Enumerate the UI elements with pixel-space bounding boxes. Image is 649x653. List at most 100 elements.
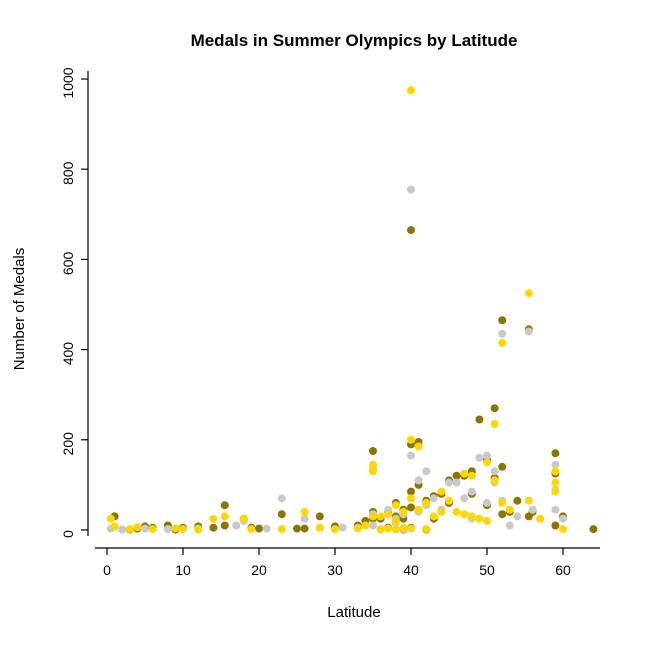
gold-point [524,496,533,505]
gold-point [361,521,370,530]
x-axis-label: Latitude [327,604,380,621]
gold-point [247,525,256,534]
gold-point [536,514,545,523]
gold-point [399,507,408,516]
silver-point [498,329,507,338]
chart-title: Medals in Summer Olympics by Latitude [191,31,518,50]
silver-point [505,521,514,530]
bronze-point [490,404,499,413]
silver-point [445,478,453,487]
gold-point [437,487,446,496]
bronze-point [551,449,560,458]
gold-point [133,523,142,532]
gold-point [407,494,415,503]
gold-point [498,338,507,347]
gold-point [483,516,491,525]
silver-point [414,476,423,485]
gold-point [209,515,218,524]
gold-point [498,498,507,507]
y-tick-label: 800 [60,161,76,185]
gold-point [171,524,180,533]
bronze-point [498,510,507,519]
bronze-point [452,471,461,480]
silver-point [369,521,377,530]
silver-point [483,451,491,460]
silver-point [407,451,415,460]
bronze-point [513,496,522,505]
x-tick-label: 20 [251,562,267,578]
gold-point [559,525,567,534]
silver-point [524,327,533,336]
gold-point [460,510,469,519]
silver-point [528,505,537,514]
y-tick-label: 0 [60,530,76,538]
silver-point [551,505,560,514]
x-tick-label: 40 [403,562,419,578]
bronze-point [475,415,484,424]
silver-point [429,494,438,503]
y-tick-label: 600 [60,252,76,276]
x-tick-label: 60 [555,562,571,578]
bronze-point [498,462,507,471]
gold-point [353,524,362,533]
silver-point [452,478,461,487]
x-tick-label: 50 [479,562,495,578]
gold-point [414,505,423,514]
bronze-point [407,503,415,512]
gold-point [376,512,385,521]
gold-point [399,523,408,532]
silver-point [262,524,271,533]
silver-point [163,525,172,534]
gold-point [369,512,377,521]
gold-point [524,289,533,298]
gold-point [407,435,415,444]
bronze-point [293,524,301,533]
bronze-point [255,524,263,533]
bronze-point [220,521,229,530]
gold-point [460,469,469,478]
silver-point [490,467,499,476]
silver-point [460,494,469,503]
silver-point [232,521,241,530]
gold-point [422,498,431,507]
y-tick-label: 200 [60,432,76,456]
bronze-point [369,447,377,455]
bronze-point [315,512,324,521]
bronze-point [407,487,415,496]
gold-point [239,514,248,523]
gold-point [407,86,415,95]
gold-point [300,507,309,516]
gold-point [179,525,187,534]
gold-point [384,524,393,533]
gold-point [391,516,400,525]
data-points [106,86,598,534]
gold-point [106,514,115,523]
y-tick-label: 1000 [60,67,76,98]
gold-point [505,505,514,514]
y-axis-label: Number of Medals [11,248,28,371]
silver-point [277,494,286,503]
gold-point [551,467,560,476]
bronze-point [220,501,229,510]
gold-point [384,510,393,519]
silver-point [338,523,347,532]
silver-point [551,460,560,469]
x-tick-label: 0 [103,562,111,578]
gold-point [452,507,461,516]
gold-point [422,525,431,534]
silver-point [300,514,309,523]
gold-point [110,522,119,531]
bronze-point [498,316,507,325]
silver-point [475,453,484,462]
bronze-point [407,226,415,235]
gold-point [467,471,476,480]
gold-point [315,523,324,532]
gold-point [369,467,377,476]
bronze-point [209,523,218,532]
gold-point [369,460,377,469]
gold-point [490,476,499,485]
gold-point [429,512,438,521]
gold-point [376,525,385,534]
